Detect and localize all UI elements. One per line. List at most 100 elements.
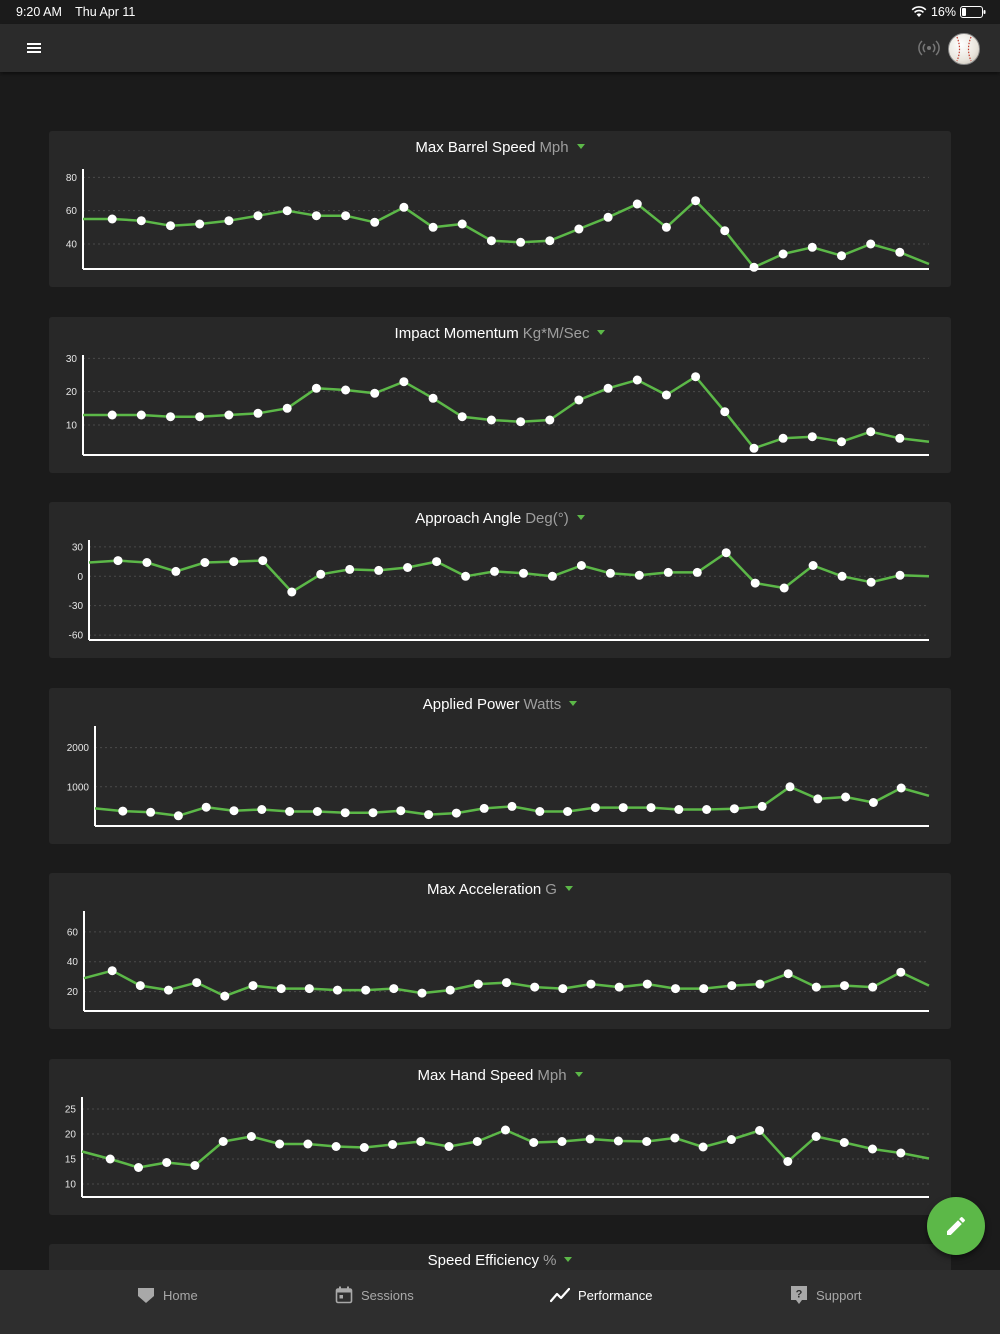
performance-content[interactable]: 80 60 40 Max Barrel Speed Mph 30 20 10 Impact… [0,72,1000,1270]
nav-item-sessions[interactable]: Sessions [335,1270,414,1320]
y-tick-label: 10 [66,421,78,432]
hamburger-menu-icon[interactable] [22,36,46,60]
data-point [253,211,263,221]
dropdown-arrow-icon[interactable] [569,700,578,706]
y-tick-label: -30 [69,601,84,612]
chart-title-text: Applied Power [422,696,520,713]
data-point [107,410,117,420]
chart-unit: Deg(°) [525,510,569,527]
data-point [895,570,905,580]
data-point [303,1139,313,1149]
data-point [618,803,628,813]
chart-card-max-barrel-speed: 80 60 40 Max Barrel Speed Mph [49,131,951,287]
data-point [107,214,117,224]
data-point [345,564,355,574]
data-point [287,587,297,597]
y-tick-label: 30 [66,354,78,365]
chart-title[interactable]: Max Acceleration G [49,881,951,899]
data-point [574,224,584,234]
nav-label: Support [816,1287,862,1303]
data-point [896,967,906,977]
nav-item-support[interactable]: ? Support [790,1270,862,1320]
data-point [778,249,788,259]
chart-title[interactable]: Max Barrel Speed Mph [49,139,951,157]
data-point [779,583,789,593]
data-point [501,1125,510,1135]
data-point [134,1163,143,1172]
chart-card-max-hand-speed: 25 20 15 10 Max Hand Speed Mph [49,1059,951,1215]
data-point [750,578,760,588]
chart-max-acceleration: 60 40 20 [67,911,930,1012]
data-point [535,807,545,816]
data-point [785,782,795,792]
wifi-icon [911,6,927,17]
sensor-signal-icon[interactable] [918,37,940,59]
data-point [866,427,876,437]
data-point [312,807,322,816]
dropdown-arrow-icon[interactable] [564,885,573,891]
status-date: Thu Apr 11 [75,5,136,19]
data-point [839,1138,849,1147]
nav-item-home[interactable]: Home [137,1270,198,1320]
chart-title-text: Max Barrel Speed [415,139,536,156]
chart-unit: G [545,881,557,898]
y-tick-label: 20 [66,387,78,398]
series-line [94,785,930,818]
data-point [545,236,555,246]
data-point [721,548,731,558]
data-point [316,569,326,579]
data-point [837,571,847,581]
data-point [866,239,876,249]
data-point [389,984,399,994]
dropdown-arrow-icon[interactable] [574,1071,583,1077]
dropdown-arrow-icon[interactable] [576,514,585,520]
chart-title-text: Speed Efficiency [427,1252,540,1269]
chart-unit: Watts [523,696,562,713]
data-point [428,393,438,403]
data-point [811,1132,821,1141]
data-point [661,222,671,232]
series-line [83,199,930,269]
chart-title[interactable]: Approach Angle Deg(°) [49,510,951,528]
battery-icon [960,6,986,18]
y-tick-label: 60 [66,206,78,217]
y-tick-label: 15 [65,1155,77,1166]
data-point [173,811,183,821]
trend-line-icon [550,1287,570,1303]
data-point [698,1142,708,1152]
data-point [670,1133,680,1143]
data-point [258,556,268,566]
data-point [692,567,702,577]
data-point [304,984,314,994]
edit-fab-button[interactable] [927,1197,985,1255]
data-point [614,982,624,992]
data-point [895,433,905,443]
data-point [720,407,730,417]
y-tick-label: 80 [66,173,78,184]
chart-title[interactable]: Impact Momentum Kg*M/Sec [49,325,951,343]
data-point [368,808,378,818]
dropdown-arrow-icon[interactable] [564,1256,573,1262]
nav-item-performance[interactable]: Performance [550,1270,652,1320]
status-bar: 9:20 AM Thu Apr 11 16% [0,0,1000,24]
data-point [275,1139,285,1149]
data-point [642,979,652,989]
chart-title[interactable]: Speed Efficiency% [49,1252,951,1270]
chart-title[interactable]: Applied Power Watts [49,696,951,714]
data-point [370,217,380,227]
baseball-avatar-icon[interactable] [948,33,980,65]
data-point [359,1143,369,1152]
data-point [663,567,673,577]
data-point [755,979,765,989]
chart-title[interactable]: Max Hand Speed Mph [49,1067,951,1085]
data-point [220,991,230,1001]
dropdown-arrow-icon[interactable] [576,143,585,149]
data-point [642,1137,652,1146]
chart-card-applied-power: 2000 1000 Applied Power Watts [49,688,951,844]
data-point [590,803,600,813]
data-point [201,802,211,812]
data-point [529,1138,539,1147]
data-point [461,571,471,581]
dropdown-arrow-icon[interactable] [597,329,606,335]
data-point [399,202,409,212]
